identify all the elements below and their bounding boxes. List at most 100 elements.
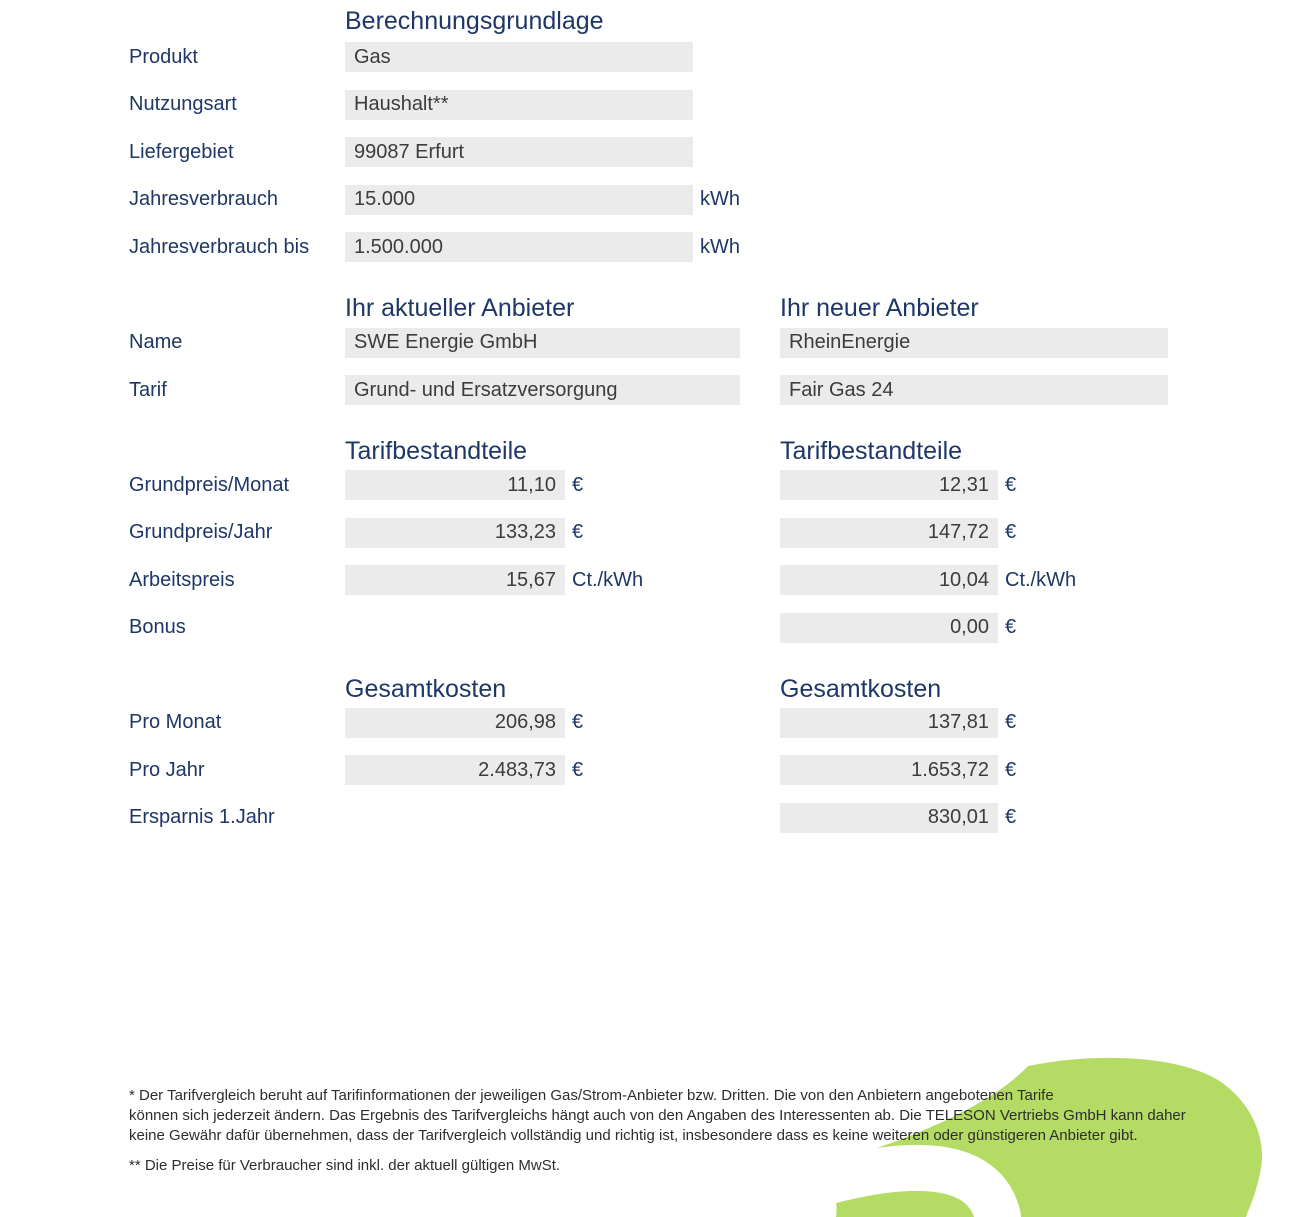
disclaimer-text: * Der Tarifvergleich beruht auf Tarifinf… — [129, 1087, 1186, 1144]
field-label: Grundpreis/Jahr — [129, 521, 273, 543]
jahresverbrauch-bis-field: 1.500.000 — [345, 232, 693, 262]
field-label: Name — [129, 331, 183, 353]
current-arbeitspreis-field: 15,67 — [345, 565, 565, 595]
new-provider-cell: 830,01 € — [780, 802, 1017, 833]
row-grundpreis-monat: Grundpreis/Monat 11,10 € 12,31 € — [129, 470, 1168, 500]
new-provider-cell: 10,04 Ct./kWh — [780, 565, 1076, 595]
current-pro-jahr-value: 2.483,73 — [478, 758, 556, 781]
section-title-totals-current: Gesamtkosten — [345, 674, 507, 703]
current-provider-cell: SWE Energie GmbH — [345, 327, 780, 358]
kwh-unit: kWh — [700, 188, 740, 210]
field-cell: 15.000 kWh — [345, 184, 780, 215]
new-pro-monat-value: 137,81 — [927, 711, 989, 733]
savings-first-year-field: 830,01 — [780, 802, 998, 833]
section-title-current-provider: Ihr aktueller Anbieter — [345, 293, 575, 322]
liefergebiet-value: 99087 Erfurt — [354, 140, 465, 163]
field-label: Liefergebiet — [129, 140, 234, 163]
field-label: Ersparnis 1.Jahr — [129, 806, 275, 828]
euro-unit: € — [1005, 758, 1017, 781]
section-tariff-components: Tarifbestandteile Tarifbestandteile Grun… — [129, 438, 1168, 643]
new-grundpreis-monat-value: 12,31 — [938, 473, 989, 496]
current-provider-name: SWE Energie GmbH — [354, 331, 538, 353]
new-provider-cell: RheinEnergie — [780, 327, 1168, 358]
new-provider-cell: 0,00 € — [780, 612, 1017, 643]
row-jahresverbrauch: Jahresverbrauch 15.000 kWh — [129, 184, 1168, 215]
new-provider-cell: 1.653,72 € — [780, 755, 1016, 785]
ct-kwh-unit: Ct./kWh — [1005, 568, 1077, 591]
liefergebiet-field: 99087 Erfurt — [345, 137, 693, 167]
new-tarif-name: Fair Gas 24 — [789, 378, 894, 401]
current-grundpreis-jahr-value: 133,23 — [494, 521, 556, 543]
current-provider-cell: 206,98 € — [345, 707, 780, 738]
jahresverbrauch-field: 15.000 — [345, 184, 693, 215]
current-pro-jahr-field: 2.483,73 — [345, 755, 565, 785]
section-title-components-current: Tarifbestandteile — [345, 437, 528, 465]
current-provider-cell: Grund- und Ersatzversorgung — [345, 375, 780, 405]
current-pro-monat-field: 206,98 — [345, 707, 565, 738]
field-cell: Gas — [345, 42, 780, 72]
field-label: Grundpreis/Monat — [129, 473, 290, 496]
new-provider-name: RheinEnergie — [789, 331, 911, 353]
section-title-components-new: Tarifbestandteile — [780, 437, 963, 465]
euro-unit: € — [1005, 473, 1017, 496]
euro-unit: € — [572, 521, 584, 543]
new-pro-jahr-field: 1.653,72 — [780, 755, 998, 785]
field-label: Bonus — [129, 616, 186, 638]
current-provider-cell: 15,67 Ct./kWh — [345, 565, 780, 595]
row-ersparnis: Ersparnis 1.Jahr 830,01 € — [129, 802, 1168, 833]
new-grundpreis-jahr-field: 147,72 — [780, 517, 998, 548]
current-pro-monat-value: 206,98 — [494, 711, 556, 733]
current-provider-cell: 133,23 € — [345, 517, 780, 548]
current-tarif-name: Grund- und Ersatzversorgung — [354, 378, 618, 401]
section-providers: Ihr aktueller Anbieter Ihr neuer Anbiete… — [129, 295, 1168, 405]
section-header-row: Berechnungsgrundlage — [345, 8, 1168, 34]
new-pro-jahr-value: 1.653,72 — [911, 758, 989, 781]
euro-unit: € — [572, 711, 584, 733]
current-grundpreis-monat-field: 11,10 — [345, 470, 565, 500]
new-bonus-field: 0,00 — [780, 612, 998, 643]
new-pro-monat-field: 137,81 — [780, 707, 998, 738]
current-provider-cell-empty — [345, 613, 780, 643]
ct-kwh-unit: Ct./kWh — [572, 568, 644, 591]
section-title-new-provider: Ihr neuer Anbieter — [780, 293, 979, 322]
euro-unit: € — [572, 758, 584, 781]
new-arbeitspreis-value: 10,04 — [938, 568, 989, 591]
current-provider-name-field: SWE Energie GmbH — [345, 327, 740, 358]
euro-unit: € — [1005, 711, 1017, 733]
nutzungsart-value: Haushalt** — [354, 93, 449, 115]
row-grundpreis-jahr: Grundpreis/Jahr 133,23 € 147,72 € — [129, 517, 1168, 548]
current-arbeitspreis-value: 15,67 — [505, 568, 556, 591]
produkt-field: Gas — [345, 42, 693, 72]
euro-unit: € — [1005, 806, 1017, 828]
row-produkt: Produkt Gas — [129, 42, 1168, 72]
current-grundpreis-jahr-field: 133,23 — [345, 517, 565, 548]
row-arbeitspreis: Arbeitspreis 15,67 Ct./kWh 10,04 Ct./kWh — [129, 565, 1168, 595]
new-provider-cell: 137,81 € — [780, 707, 1017, 738]
green-leaf-logo-decoration — [800, 1057, 1262, 1217]
field-label: Produkt — [129, 45, 198, 68]
euro-unit: € — [572, 473, 584, 496]
field-cell: 1.500.000 kWh — [345, 232, 780, 262]
savings-first-year-value: 830,01 — [927, 806, 989, 828]
euro-unit: € — [1005, 616, 1017, 638]
field-label: Jahresverbrauch — [129, 188, 278, 210]
row-bonus: Bonus 0,00 € — [129, 612, 1168, 643]
new-bonus-value: 0,00 — [950, 616, 989, 638]
footnotes: * Der Tarifvergleich beruht auf Tarifinf… — [129, 1086, 1254, 1176]
new-tarif-field: Fair Gas 24 — [780, 375, 1168, 405]
field-label: Nutzungsart — [129, 93, 237, 115]
row-name: Name SWE Energie GmbH RheinEnergie — [129, 327, 1168, 358]
section-header-row: Ihr aktueller Anbieter Ihr neuer Anbiete… — [345, 295, 1168, 321]
section-title-totals-new: Gesamtkosten — [780, 674, 942, 703]
field-label: Pro Monat — [129, 711, 222, 733]
tariff-comparison-document: Berechnungsgrundlage Produkt Gas Nutzung… — [129, 8, 1168, 850]
jahresverbrauch-value: 15.000 — [354, 188, 416, 210]
field-label: Tarif — [129, 378, 167, 401]
section-calculation-basis: Berechnungsgrundlage Produkt Gas Nutzung… — [129, 8, 1168, 262]
jahresverbrauch-bis-value: 1.500.000 — [354, 235, 443, 258]
row-pro-jahr: Pro Jahr 2.483,73 € 1.653,72 € — [129, 755, 1168, 785]
field-label: Arbeitspreis — [129, 568, 235, 591]
section-header-row: Gesamtkosten Gesamtkosten — [345, 676, 1168, 702]
nutzungsart-field: Haushalt** — [345, 89, 693, 120]
row-liefergebiet: Liefergebiet 99087 Erfurt — [129, 137, 1168, 167]
